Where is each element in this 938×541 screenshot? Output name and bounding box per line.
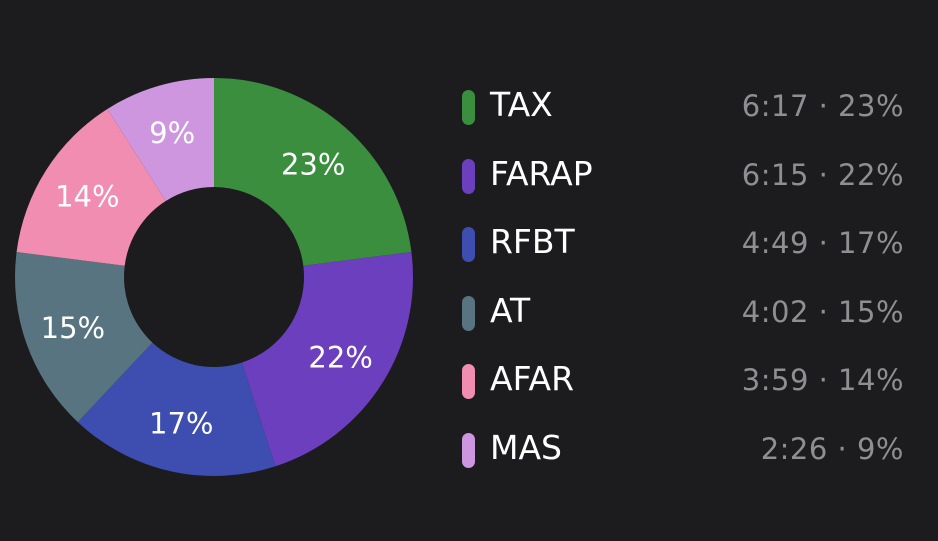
slice-label-farap: 22% [308,340,372,374]
donut-slice-farap[interactable] [241,252,413,467]
legend-label: RFBT [490,222,575,261]
legend-label: AT [490,290,531,330]
legend-item-at[interactable]: AT 4:02 · 15% [460,278,904,347]
legend-swatch [462,432,475,468]
legend-value: 2:26 · 9% [760,431,904,466]
donut-slice-mas[interactable] [107,78,214,202]
legend-item-afar[interactable]: AFAR 3:59 · 14% [460,346,904,415]
slice-label-tax: 23% [281,147,345,181]
legend-value: 4:49 · 17% [741,226,904,260]
legend-label: FARAP [490,153,593,193]
legend-swatch [462,90,475,125]
legend-item-rfbt[interactable]: RFBT 4:49 · 17% [460,209,904,278]
legend-label: AFAR [490,359,575,398]
legend-value: 4:02 · 15% [741,294,904,329]
legend-item-mas[interactable]: MAS 2:26 · 9% [460,415,904,484]
legend-value: 6:17 · 23% [741,89,904,123]
legend-swatch [462,158,475,194]
donut-slice-at[interactable] [14,252,153,423]
legend-label: TAX [490,85,553,124]
legend-item-farap[interactable]: FARAP 6:15 · 22% [460,141,904,210]
donut-slice-tax[interactable] [214,78,412,266]
legend-item-tax[interactable]: TAX 6:17 · 23% [460,72,904,141]
legend-label: MAS [490,427,562,467]
slice-label-rfbt: 17% [149,406,213,440]
legend-swatch [462,364,475,399]
donut-slice-afar[interactable] [16,108,166,266]
legend-value: 3:59 · 14% [741,363,904,397]
donut-chart: 23% 22% 17% 15% 14% 9% [14,78,413,476]
legend-value: 6:15 · 22% [741,157,904,192]
donut-slice-rfbt[interactable] [77,342,276,476]
slice-label-mas: 9% [149,116,195,150]
legend-swatch [462,295,475,331]
slice-label-afar: 14% [55,180,119,214]
slice-label-at: 15% [41,311,105,345]
legend: TAX 6:17 · 23% FARAP 6:15 · 22% RFBT 4:4… [460,72,904,483]
legend-swatch [462,227,475,262]
